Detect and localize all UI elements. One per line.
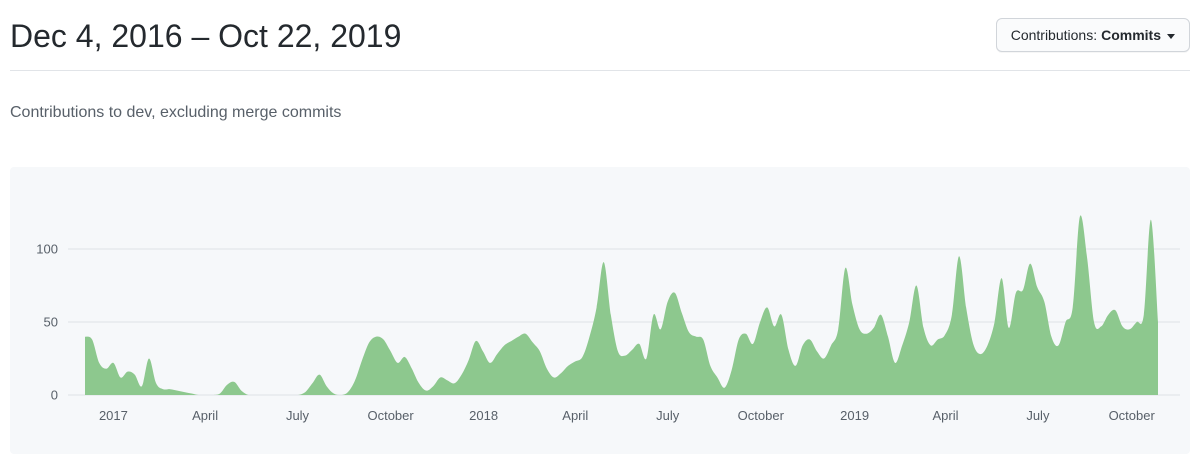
- chart-description: Contributions to dev, excluding merge co…: [10, 104, 342, 121]
- contribution-activity-section: Dec 4, 2016 – Oct 22, 2019 Contributions…: [10, 14, 1190, 454]
- y-axis-tick-label: 100: [36, 242, 58, 257]
- x-axis-tick-label: April: [562, 408, 588, 423]
- date-range-title: Dec 4, 2016 – Oct 22, 2019: [10, 18, 402, 54]
- contributions-filter-button[interactable]: Contributions: Commits: [995, 18, 1190, 52]
- x-axis-tick-label: October: [367, 408, 414, 423]
- x-axis-tick-label: 2018: [469, 408, 498, 423]
- header-divider: [10, 70, 1190, 71]
- filter-button-label: Contributions:: [1010, 27, 1098, 43]
- page-header: Dec 4, 2016 – Oct 22, 2019 Contributions…: [10, 14, 1190, 58]
- y-axis-tick-label: 50: [44, 315, 58, 330]
- x-axis-tick-label: October: [1109, 408, 1156, 423]
- area-series: [85, 215, 1158, 395]
- x-axis-tick-label: 2019: [840, 408, 869, 423]
- y-axis-tick-label: 0: [51, 388, 58, 403]
- contributions-area-chart[interactable]: 0 50 100 2017 April July October 2018 April July O…: [10, 167, 1190, 454]
- x-axis-tick-label: 2017: [99, 408, 128, 423]
- x-axis-tick-label: July: [286, 408, 310, 423]
- filter-button-value: Commits: [1101, 27, 1161, 43]
- chevron-down-icon: [1167, 33, 1175, 39]
- x-axis-tick-label: April: [932, 408, 958, 423]
- x-axis-tick-label: October: [738, 408, 785, 423]
- x-axis-tick-label: July: [656, 408, 680, 423]
- x-axis-tick-label: July: [1026, 408, 1050, 423]
- contributions-graph-panel: 0 50 100 2017 April July October 2018 April July O…: [10, 167, 1190, 454]
- x-axis-tick-label: April: [192, 408, 218, 423]
